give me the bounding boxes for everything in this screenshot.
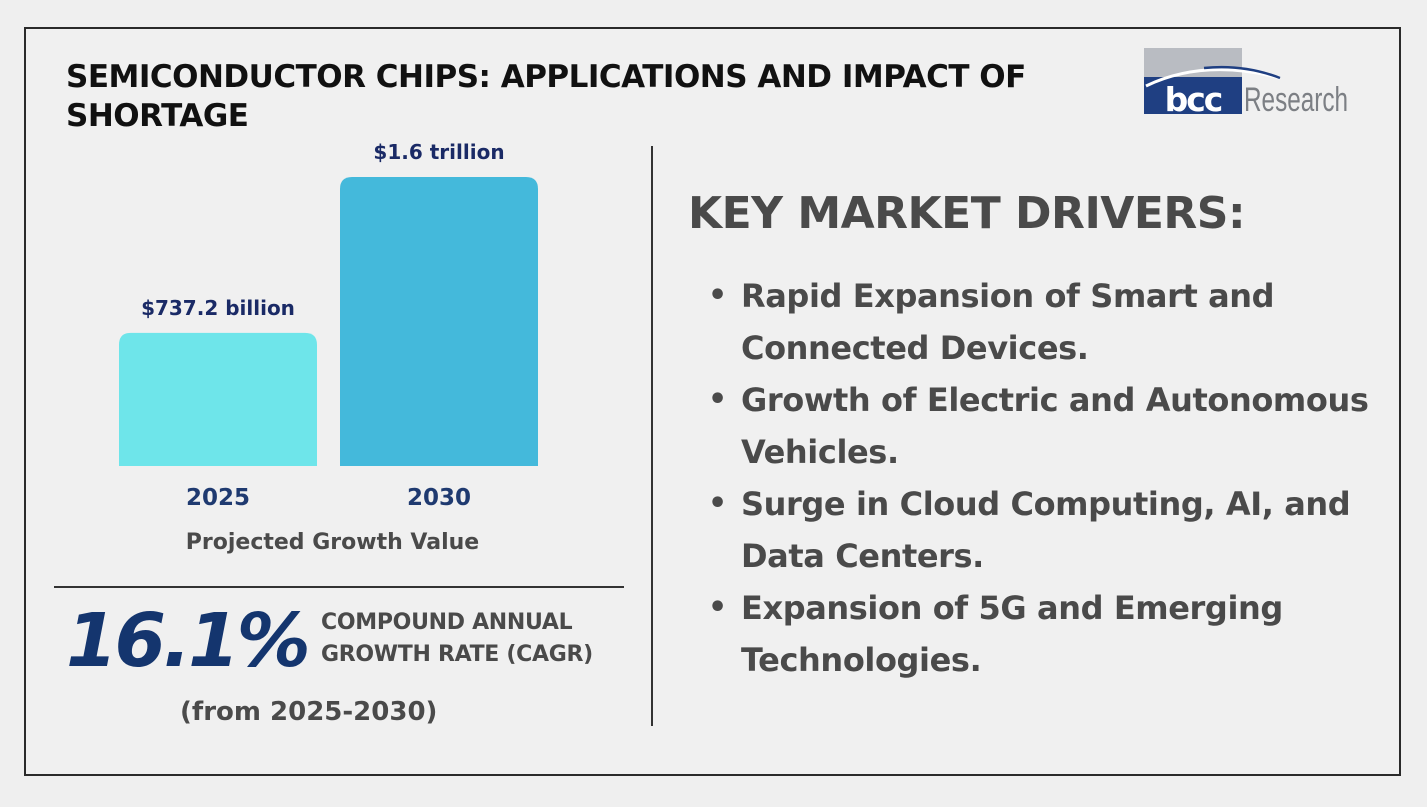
horizontal-divider <box>54 586 624 588</box>
cagr-period: (from 2025-2030) <box>180 697 438 727</box>
drivers-list: • Rapid Expansion of Smart and Connected… <box>708 270 1388 686</box>
bullet-icon: • <box>708 278 727 313</box>
x-tick-label: 2030 <box>407 485 471 511</box>
driver-item: • Growth of Electric and Autonomous Vehi… <box>708 374 1388 478</box>
driver-item: • Rapid Expansion of Smart and Connected… <box>708 270 1388 374</box>
chart-x-label: Projected Growth Value <box>185 530 480 555</box>
logo-suffix-text: Research <box>1244 81 1348 114</box>
driver-text-line-2: Technologies. <box>741 641 982 679</box>
bullet-icon: • <box>708 382 727 417</box>
cagr-value: 16.1% <box>66 598 311 684</box>
logo-bottom-block <box>1144 77 1242 114</box>
driver-text-line-1: Rapid Expansion of Smart and <box>741 277 1275 315</box>
bar-2025 <box>119 332 317 466</box>
logo-brand-text: bcc <box>1165 80 1222 114</box>
cagr-label-line-1: COMPOUND ANNUAL <box>321 610 573 635</box>
bullet-icon: • <box>708 590 727 625</box>
driver-text-line-1: Surge in Cloud Computing, AI, and <box>741 485 1351 523</box>
driver-item: • Surge in Cloud Computing, AI, and Data… <box>708 478 1388 582</box>
driver-text-line-1: Expansion of 5G and Emerging <box>741 589 1283 627</box>
driver-text-line-2: Data Centers. <box>741 537 984 575</box>
bar-value-label: $1.6 trillion <box>373 140 504 164</box>
bar-value-label: $737.2 billion <box>141 296 295 320</box>
driver-text-line-2: Connected Devices. <box>741 329 1089 367</box>
drivers-heading: KEY MARKET DRIVERS: <box>688 188 1246 239</box>
driver-text-line-1: Growth of Electric and Autonomous <box>741 381 1369 419</box>
vertical-divider <box>651 146 653 726</box>
x-tick-label: 2025 <box>186 485 250 511</box>
growth-bar-chart: $737.2 billion 2025 $1.6 trillion 2030 <box>119 140 538 511</box>
bullet-icon: • <box>708 486 727 521</box>
cagr-label-line-2: GROWTH RATE (CAGR) <box>321 642 593 667</box>
page-title: SEMICONDUCTOR CHIPS: APPLICATIONS AND IM… <box>66 59 1026 134</box>
bar-2030 <box>340 177 538 466</box>
logo-swoosh <box>1145 68 1281 88</box>
driver-item: • Expansion of 5G and Emerging Technolog… <box>708 582 1388 686</box>
driver-text-line-2: Vehicles. <box>741 433 899 471</box>
bcc-research-logo: bcc Research <box>1144 48 1348 114</box>
cagr-label: COMPOUND ANNUAL GROWTH RATE (CAGR) <box>321 607 621 671</box>
logo-swoosh-tail <box>1203 65 1281 80</box>
